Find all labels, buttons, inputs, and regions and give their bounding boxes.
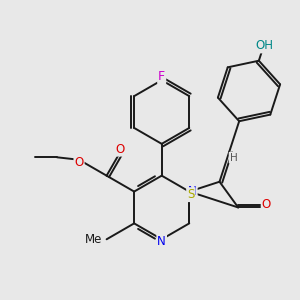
Text: N: N [188,185,197,198]
Text: H: H [230,153,237,163]
Text: S: S [187,188,194,201]
Text: Me: Me [85,233,103,246]
Text: OH: OH [255,39,273,52]
Text: O: O [262,198,271,211]
Text: N: N [157,236,166,248]
Text: O: O [116,143,125,156]
Text: F: F [158,70,165,83]
Text: O: O [74,156,84,169]
